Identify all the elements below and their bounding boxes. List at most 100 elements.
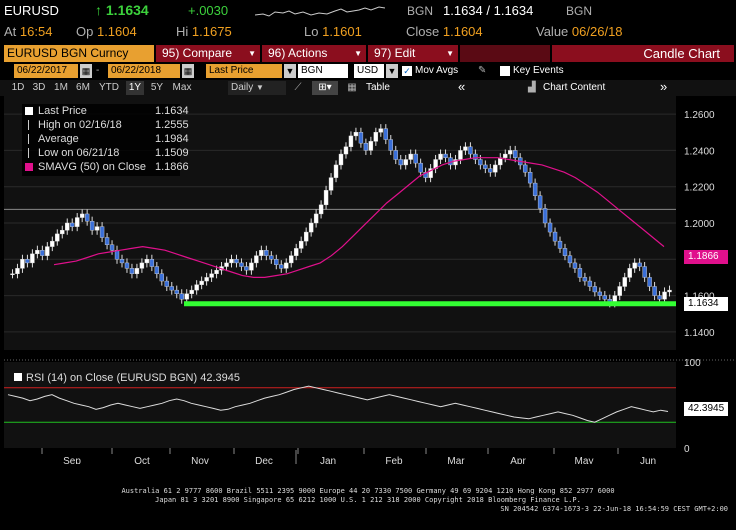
actions-button[interactable]: 96) Actions ▼ [262, 45, 366, 62]
pencil-icon[interactable]: ✎ [478, 65, 487, 76]
candle-body [602, 295, 607, 300]
table-tab[interactable]: Table [366, 82, 390, 93]
chart-content-icon: ▟ [528, 82, 536, 93]
candle-body [159, 273, 165, 282]
collapse-right-icon[interactable]: » [660, 79, 668, 94]
key-events-checkbox[interactable] [500, 66, 510, 76]
legend-last-price: Last Price 1.1634 [22, 104, 189, 118]
candle-icon[interactable]: ⊞▾ [312, 81, 338, 95]
tick-icon [28, 134, 29, 144]
candle-body [468, 146, 473, 155]
calendar-icon[interactable]: ▦ [182, 64, 194, 78]
field-selector[interactable]: Last Price [206, 64, 282, 78]
x-axis-month: Jan [320, 456, 336, 464]
candle-body [308, 222, 314, 233]
tab-period-1m[interactable]: 1M [54, 82, 68, 93]
tab-period-1y[interactable]: 1Y [126, 81, 144, 95]
line-chart-icon[interactable]: ⟋ [294, 82, 302, 93]
candle-body [338, 153, 344, 166]
candle-body [632, 262, 637, 269]
smavg-price-tag: 1.1866 [684, 250, 728, 264]
candle-body [537, 195, 543, 209]
candle-body [264, 250, 269, 256]
start-date-field[interactable]: 06/22/2017 [14, 64, 78, 78]
candle-body [40, 250, 45, 256]
candle-body [333, 164, 339, 178]
chart-type-button[interactable]: Candle Chart [552, 45, 734, 62]
candle-body [622, 277, 627, 287]
candle-body [567, 255, 573, 264]
candle-body [398, 159, 403, 166]
candle-body [254, 255, 259, 264]
collapse-left-icon[interactable]: « [458, 79, 466, 94]
candle-body [55, 233, 60, 242]
candle-body [65, 222, 70, 231]
candle-body [139, 262, 145, 269]
candle-body [527, 171, 533, 184]
source-field[interactable]: BGN [298, 64, 348, 78]
candle-body [378, 128, 384, 133]
calendar-icon[interactable]: ▦ [80, 64, 92, 78]
candle-body [488, 168, 493, 173]
toolbar-spacer [460, 45, 550, 62]
candle-body [75, 217, 80, 227]
ticker-symbol: EURUSD [4, 3, 59, 18]
candle-body [119, 259, 125, 264]
candle-body [184, 293, 189, 300]
candle-body [522, 164, 528, 173]
rsi-line [7, 385, 669, 423]
candle-body [652, 286, 657, 296]
candle-body [249, 262, 254, 271]
table-icon[interactable]: ▦ [347, 82, 357, 93]
x-axis-month: Oct [134, 456, 150, 464]
tab-period-5y[interactable]: 5Y [150, 82, 164, 93]
candle-body [547, 222, 553, 233]
candle-body [154, 266, 160, 275]
dropdown-arrow-icon: ▼ [248, 49, 256, 58]
candle-body [503, 153, 508, 158]
legend-average: Average 1.1984 [22, 132, 189, 146]
footer-line-3: SN 204542 G374-1673-3 22-Jun-18 16:54:59… [500, 505, 728, 513]
candle-body [348, 135, 354, 148]
candle-body [294, 248, 299, 256]
chart-content-tab[interactable]: Chart Content [543, 82, 606, 93]
ticker-source-2: BGN [566, 4, 593, 18]
candle-body [20, 259, 25, 269]
tab-period-ytd[interactable]: YTD [99, 82, 119, 93]
x-axis-month: Feb [385, 456, 403, 464]
tab-period-3d[interactable]: 3D [32, 82, 46, 93]
candle-chart[interactable]: 1.26001.24001.22001.20001.18001.16001.14… [0, 96, 736, 464]
candle-body [323, 190, 329, 206]
candle-body [214, 269, 219, 275]
candle-body [438, 153, 443, 160]
tab-period-6m[interactable]: 6M [76, 82, 90, 93]
security-field[interactable]: EURUSD BGN Curncy [4, 45, 154, 62]
edit-button[interactable]: 97) Edit ▼ [368, 45, 458, 62]
mov-avgs-checkbox[interactable]: ✓ [402, 66, 412, 76]
candle-body [104, 237, 110, 245]
candle-body [318, 204, 324, 215]
candle-body [244, 266, 249, 271]
compare-button[interactable]: 95) Compare ▼ [156, 45, 260, 62]
tab-period-1d[interactable]: 1D [11, 82, 25, 93]
tab-period-max[interactable]: Max [172, 82, 192, 93]
mov-avgs-label: Mov Avgs [415, 65, 459, 76]
field-dropdown-icon[interactable]: ▼ [284, 64, 296, 78]
candle-body [259, 250, 264, 256]
candle-body [572, 262, 578, 269]
candle-body [473, 153, 478, 160]
currency-dropdown-icon[interactable]: ▼ [386, 64, 398, 78]
candle-body [328, 177, 334, 191]
x-axis-month: Mar [447, 456, 465, 464]
magenta-swatch-icon [25, 163, 33, 171]
end-date-field[interactable]: 06/22/2018 [108, 64, 180, 78]
ticker-change: +.0030 [188, 3, 229, 18]
candle-body [532, 182, 538, 196]
candle-body [164, 280, 169, 287]
up-arrow-icon: ↑ [95, 2, 102, 18]
x-axis-month: Nov [191, 456, 209, 464]
frequency-selector[interactable]: Daily ▼ [228, 81, 286, 95]
footer-line-2: Japan 81 3 3201 8900 Singapore 65 6212 1… [155, 496, 581, 504]
smavg-line [53, 157, 665, 278]
currency-field[interactable]: USD [354, 64, 384, 78]
